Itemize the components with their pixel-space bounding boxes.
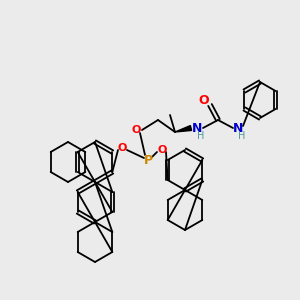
Text: H: H bbox=[197, 131, 205, 141]
Text: O: O bbox=[131, 125, 141, 135]
Text: O: O bbox=[117, 143, 127, 153]
Text: H: H bbox=[238, 131, 246, 141]
Text: N: N bbox=[192, 122, 202, 134]
Text: O: O bbox=[199, 94, 209, 107]
Text: N: N bbox=[233, 122, 243, 134]
Text: P: P bbox=[143, 154, 153, 166]
Text: O: O bbox=[157, 145, 167, 155]
Polygon shape bbox=[175, 126, 192, 132]
